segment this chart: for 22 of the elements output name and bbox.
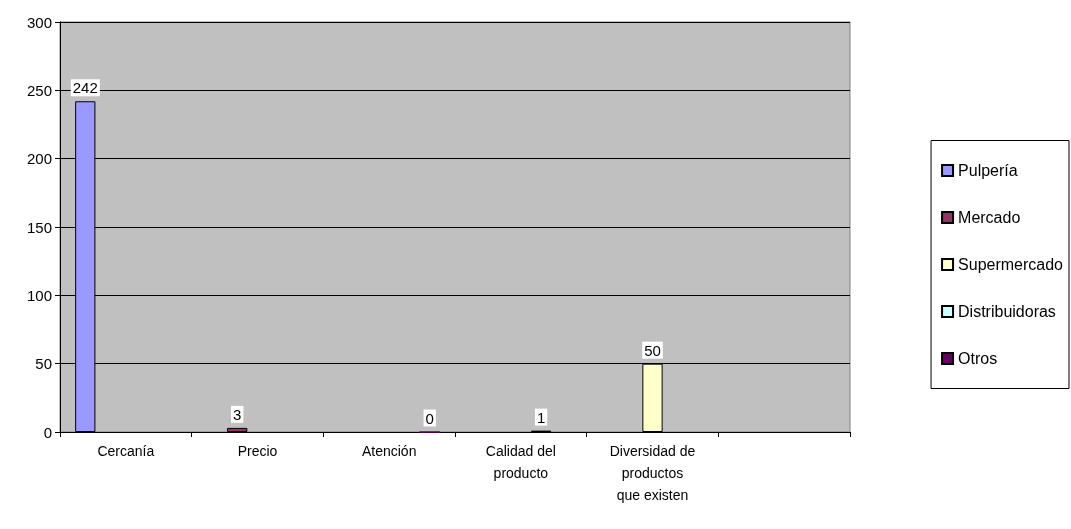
y-tick-label: 0	[43, 423, 52, 441]
data-label: 242	[72, 79, 98, 97]
x-tick-label: Atención	[361, 443, 417, 459]
data-label: 0	[425, 409, 434, 427]
x-tick-label: Cercanía	[97, 443, 155, 459]
legend-label: Mercado	[958, 209, 1021, 226]
y-tick-label: 150	[26, 218, 52, 236]
data-label: 50	[644, 341, 661, 359]
x-tick-label: Diversidad de productos que existen	[609, 443, 696, 503]
legend-label: Otros	[958, 350, 998, 367]
y-tick-label: 200	[26, 150, 52, 168]
x-tick-label: Precio	[237, 443, 278, 459]
y-tick-label: 250	[26, 81, 52, 99]
data-label: 1	[536, 408, 546, 426]
x-tick-label: Calidad del producto	[485, 443, 556, 481]
y-tick-label: 100	[26, 286, 52, 304]
y-tick-label: 300	[26, 13, 52, 31]
legend-label: Supermercado	[958, 256, 1064, 273]
legend-label: Pulpería	[958, 162, 1018, 179]
legend-label: Distribuidoras	[958, 303, 1056, 320]
data-label: 3	[233, 405, 242, 423]
y-tick-label: 50	[35, 355, 52, 373]
